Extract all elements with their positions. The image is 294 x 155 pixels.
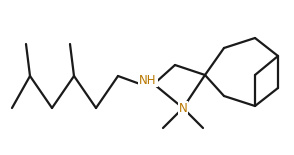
Text: N: N xyxy=(179,102,187,115)
Text: NH: NH xyxy=(139,73,157,86)
